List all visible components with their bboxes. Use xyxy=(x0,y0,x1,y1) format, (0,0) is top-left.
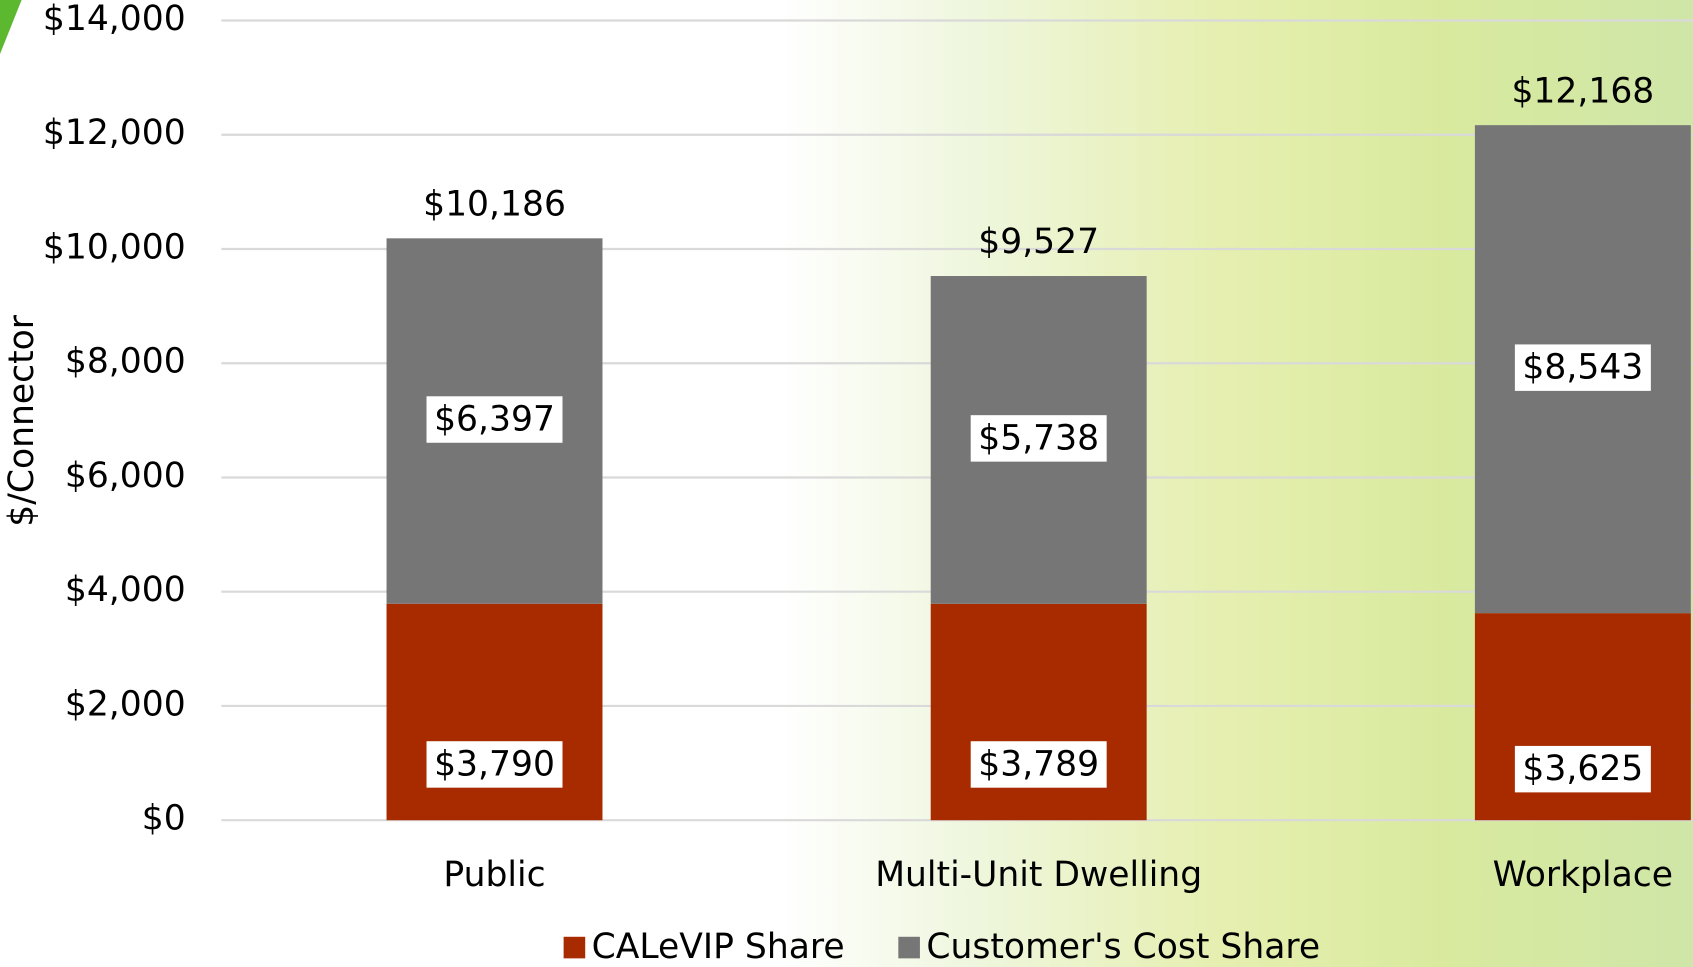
chart: $/Connector $0 $2,000 $4,000 $6,000 $8,000 $1… xyxy=(0,0,1693,967)
y-tick-label: $6,000 xyxy=(65,456,186,496)
legend-label: Customer's Cost Share xyxy=(926,927,1320,967)
legend-swatch xyxy=(564,937,586,959)
bar-segment xyxy=(387,604,603,820)
value-label: $5,738 xyxy=(978,418,1099,458)
total-label: $12,168 xyxy=(1511,71,1654,111)
legend-label: CALeVIP Share xyxy=(592,927,845,967)
value-label: $3,790 xyxy=(434,744,555,784)
y-tick-label: $10,000 xyxy=(43,228,186,268)
value-label: $3,625 xyxy=(1522,749,1643,789)
corner-decoration xyxy=(0,0,22,54)
x-tick-label: Workplace xyxy=(1493,855,1673,895)
y-axis-title: $/Connector xyxy=(2,314,42,526)
y-tick-label: $2,000 xyxy=(65,684,186,724)
value-label: $3,789 xyxy=(978,744,1099,784)
x-tick-label: Public xyxy=(443,855,545,895)
y-tick-label: $14,000 xyxy=(43,0,186,39)
value-label: $8,543 xyxy=(1522,348,1643,388)
y-tick-label: $4,000 xyxy=(65,570,186,610)
y-tick-label: $8,000 xyxy=(65,342,186,382)
value-label: $6,397 xyxy=(434,400,555,440)
y-tick-label: $12,000 xyxy=(43,113,186,153)
total-label: $10,186 xyxy=(423,184,566,224)
x-tick-label: Multi-Unit Dwelling xyxy=(875,855,1202,895)
y-tick-label: $0 xyxy=(142,799,186,839)
bar-segment xyxy=(931,604,1147,820)
total-label: $9,527 xyxy=(978,222,1099,262)
legend-swatch xyxy=(898,937,920,959)
